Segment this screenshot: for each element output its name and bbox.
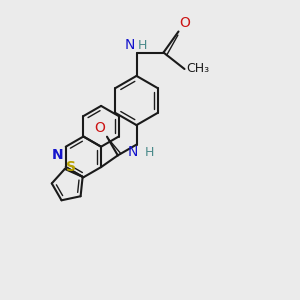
Text: CH₃: CH₃ xyxy=(186,62,209,76)
Text: O: O xyxy=(180,16,190,30)
Text: H: H xyxy=(145,146,154,159)
Text: N: N xyxy=(52,148,63,162)
Text: O: O xyxy=(94,121,106,135)
Text: S: S xyxy=(66,160,76,174)
Text: N: N xyxy=(128,145,138,159)
Text: H: H xyxy=(138,39,147,52)
Text: N: N xyxy=(124,38,135,52)
